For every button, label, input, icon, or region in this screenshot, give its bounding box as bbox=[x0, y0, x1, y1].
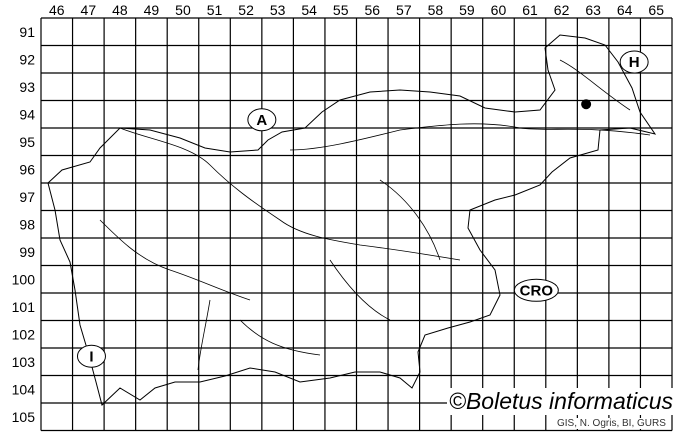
row-label: 105 bbox=[12, 409, 36, 425]
row-label: 93 bbox=[19, 79, 35, 95]
border-path bbox=[47, 34, 657, 406]
column-label: 63 bbox=[585, 2, 601, 18]
column-label: 62 bbox=[554, 2, 570, 18]
column-label: 58 bbox=[428, 2, 444, 18]
country-label-text: I bbox=[89, 348, 93, 365]
column-label: 46 bbox=[49, 2, 65, 18]
column-label: 54 bbox=[301, 2, 317, 18]
column-label: 64 bbox=[617, 2, 633, 18]
row-label: 99 bbox=[19, 244, 35, 260]
occurrence-points bbox=[581, 99, 592, 110]
row-label: 98 bbox=[19, 216, 35, 232]
row-label: 101 bbox=[12, 299, 36, 315]
row-label: 92 bbox=[19, 51, 35, 67]
grid bbox=[40, 17, 673, 432]
row-label: 97 bbox=[19, 189, 35, 205]
column-label: 60 bbox=[491, 2, 507, 18]
column-label: 59 bbox=[459, 2, 475, 18]
occurrence-dot bbox=[581, 99, 592, 110]
country-label-a: A bbox=[247, 108, 277, 132]
row-label: 95 bbox=[19, 134, 35, 150]
column-label: 61 bbox=[522, 2, 538, 18]
row-label: 96 bbox=[19, 161, 35, 177]
column-label: 51 bbox=[207, 2, 223, 18]
column-label: 47 bbox=[81, 2, 97, 18]
row-label: 102 bbox=[12, 326, 36, 342]
country-label-text: A bbox=[256, 112, 267, 129]
country-label-text: H bbox=[629, 54, 640, 71]
grid-labels: 46 47 48 49 50 51 52 53 54 55 56 57 58 59 60 61 62 63 64 65… bbox=[12, 2, 665, 425]
row-label: 103 bbox=[12, 354, 36, 370]
column-label: 55 bbox=[333, 2, 349, 18]
country-labels: A H CRO I bbox=[76, 50, 649, 368]
row-label: 100 bbox=[12, 271, 36, 287]
column-label: 48 bbox=[112, 2, 128, 18]
row-label: 91 bbox=[19, 24, 35, 40]
country-outline bbox=[47, 34, 657, 406]
country-label-text: CRO bbox=[520, 282, 554, 299]
column-label: 53 bbox=[270, 2, 286, 18]
column-label: 56 bbox=[364, 2, 380, 18]
column-label: 65 bbox=[648, 2, 664, 18]
country-label-h: H bbox=[619, 50, 649, 74]
column-label: 50 bbox=[175, 2, 191, 18]
column-label: 52 bbox=[238, 2, 254, 18]
country-label-cro: CRO bbox=[513, 278, 559, 302]
country-label-i: I bbox=[76, 344, 106, 368]
row-label: 94 bbox=[19, 106, 35, 122]
map-title: ©Boletus informaticus bbox=[447, 388, 676, 415]
row-label: 104 bbox=[12, 381, 36, 397]
river-path bbox=[99, 59, 651, 371]
column-label: 49 bbox=[144, 2, 160, 18]
map-credit: GIS, N. Ogris, BI, GURS bbox=[556, 418, 667, 429]
column-label: 57 bbox=[396, 2, 412, 18]
